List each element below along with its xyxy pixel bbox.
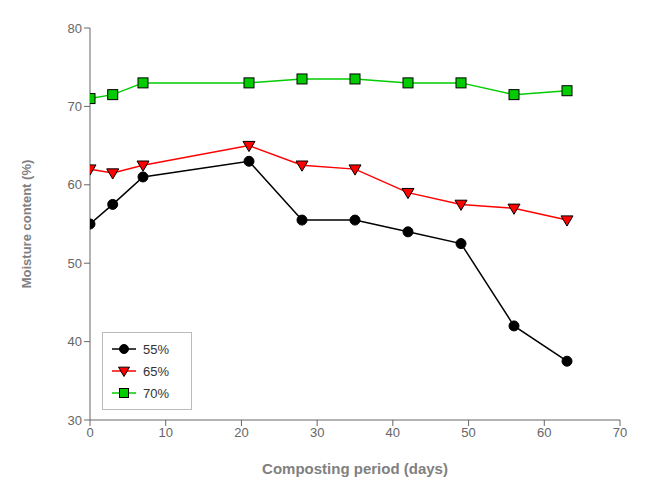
html-text:55%: 55% bbox=[143, 341, 169, 357]
svg-text:70: 70 bbox=[613, 425, 627, 440]
svg-text:60: 60 bbox=[68, 177, 82, 192]
svg-text:30: 30 bbox=[68, 413, 82, 428]
html-text:70%: 70% bbox=[143, 385, 169, 401]
svg-text:Moisture content (%): Moisture content (%) bbox=[19, 160, 34, 289]
svg-text:30: 30 bbox=[310, 425, 324, 440]
svg-text:40: 40 bbox=[386, 425, 400, 440]
svg-text:20: 20 bbox=[234, 425, 248, 440]
svg-text:70: 70 bbox=[68, 99, 82, 114]
svg-text:10: 10 bbox=[158, 425, 172, 440]
svg-text:0: 0 bbox=[86, 425, 93, 440]
svg-text:80: 80 bbox=[68, 21, 82, 36]
svg-text:40: 40 bbox=[68, 334, 82, 349]
svg-text:Composting period (days): Composting period (days) bbox=[262, 460, 448, 477]
svg-text:50: 50 bbox=[68, 256, 82, 271]
html-text:65%: 65% bbox=[143, 363, 169, 379]
svg-text:60: 60 bbox=[537, 425, 551, 440]
svg-text:50: 50 bbox=[461, 425, 475, 440]
